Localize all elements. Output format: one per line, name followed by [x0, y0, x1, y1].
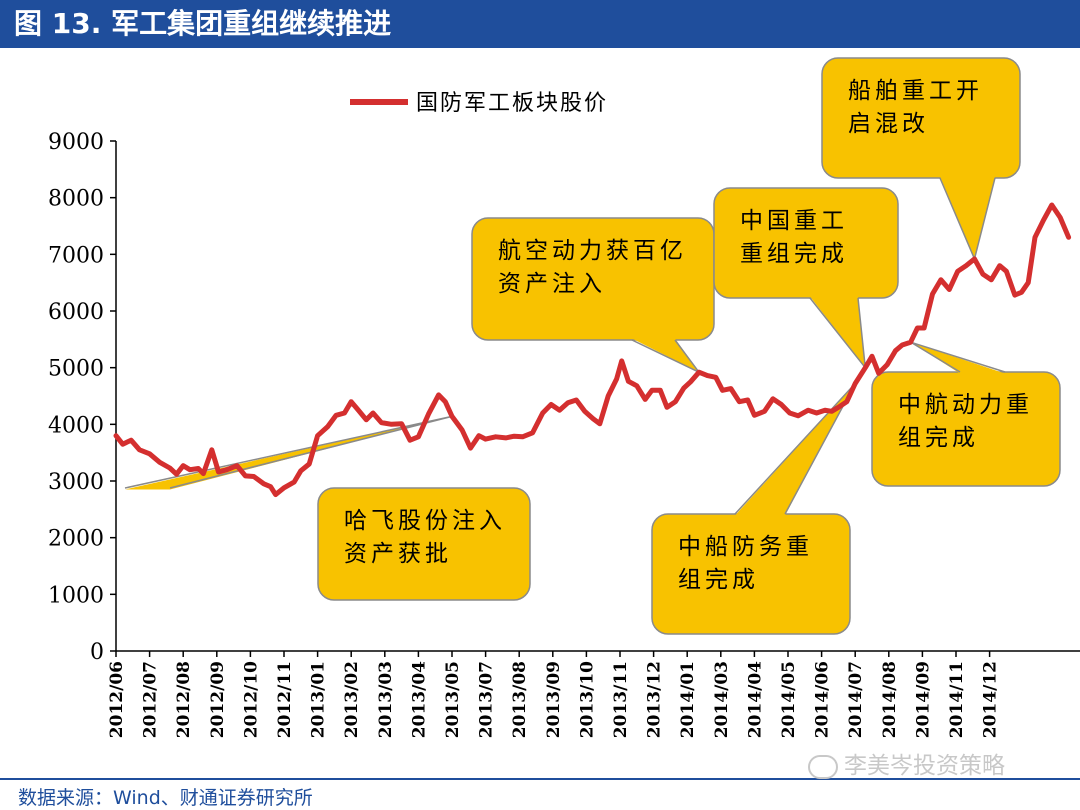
callout-pointer: [940, 176, 995, 259]
callout-pointer-outline: [734, 383, 856, 515]
callout-label: 船舶重工开: [848, 78, 983, 104]
y-tick-label: 6000: [48, 300, 104, 325]
page-title: 图 13. 军工集团重组继续推进: [14, 7, 392, 40]
y-tick-label: 8000: [48, 187, 104, 212]
axes: 0 1000 2000 3000 4000 5000 6000 7000 8000 9000 201…: [48, 130, 1080, 738]
x-tick-label: 2013/11: [611, 661, 631, 738]
source-note: 数据来源：Wind、财通证券研究所: [18, 787, 313, 809]
x-tick-label: 2014/05: [779, 661, 799, 738]
wechat-icon: [808, 754, 838, 779]
y-tick-label: 7000: [48, 243, 104, 268]
callout-label: 组完成: [898, 425, 979, 451]
chart: 0 1000 2000 3000 4000 5000 6000 7000 8000 9000 201…: [48, 57, 1080, 738]
callout-box: [713, 187, 899, 299]
x-tick-label: 2014/09: [913, 661, 933, 738]
callout-label: 中船防务重: [678, 534, 813, 560]
callout-label: 哈飞股份注入: [344, 508, 506, 534]
y-tick-label: 4000: [48, 413, 104, 438]
y-tick-label: 0: [90, 640, 104, 665]
x-tick-label: 2012/10: [241, 661, 261, 738]
y-tick-label: 9000: [48, 130, 104, 155]
x-tick-label: 2012/09: [208, 661, 228, 738]
callout-label: 资产注入: [498, 271, 606, 297]
x-tick-label: 2012/11: [275, 661, 295, 738]
y-tick-label: 3000: [48, 470, 104, 495]
x-tick-label: 2013/03: [376, 661, 396, 738]
x-tick-label: 2013/08: [510, 661, 530, 738]
x-tick-label: 2012/08: [174, 661, 194, 738]
y-tick-label: 2000: [48, 527, 104, 552]
y-tick-label: 1000: [48, 583, 104, 608]
x-tick-label: 2014/07: [846, 661, 866, 738]
callout-label: 航空动力获百亿: [498, 238, 687, 264]
watermark: 李美岑投资策略: [808, 746, 1005, 780]
x-tick-label: 2013/07: [477, 661, 497, 738]
callout-label: 资产获批: [344, 541, 452, 567]
x-tick-label: 2013/02: [342, 661, 362, 738]
x-tick-label: 2013/04: [409, 661, 429, 738]
callout-label: 组完成: [678, 567, 759, 593]
x-tick-label: 2014/06: [813, 661, 833, 738]
x-tick-label: 2014/11: [947, 661, 967, 738]
x-tick-label: 2012/07: [141, 661, 161, 738]
title-bar: 图 13. 军工集团重组继续推进: [0, 0, 1080, 48]
callout-pointer: [632, 338, 699, 373]
callout-box: [821, 57, 1021, 179]
callouts: 哈飞股份注入资产获批航空动力获百亿资产注入中船防务重组完成中国重工重组完成中航动…: [124, 57, 1061, 635]
x-tick-label: 2013/12: [645, 661, 665, 738]
x-tick-label: 2014/03: [712, 661, 732, 738]
x-tick-label: 2013/05: [443, 661, 463, 738]
callout-box: [317, 487, 531, 601]
x-tick-label: 2013/09: [544, 661, 564, 738]
series-layer: [113, 202, 1072, 498]
x-tick-label: 2014/04: [745, 661, 765, 738]
callout-label: 中航动力重: [898, 392, 1033, 418]
x-tick-label: 2013/01: [309, 661, 329, 738]
x-tick-label: 2014/12: [981, 661, 1001, 738]
watermark-label: 李美岑投资策略: [844, 753, 1005, 779]
x-tick-label: 2014/08: [880, 661, 900, 738]
callout-label: 中国重工: [740, 208, 848, 234]
y-tick-label: 5000: [48, 357, 104, 382]
callout-label: 启混改: [848, 111, 929, 137]
x-tick-label: 2013/10: [577, 661, 597, 738]
legend-label: 国防军工板块股价: [416, 91, 608, 116]
callout-label: 重组完成: [740, 241, 848, 267]
x-tick-label: 2012/06: [107, 661, 127, 738]
series-line-0: [113, 202, 1072, 498]
legend: 国防军工板块股价: [350, 91, 608, 116]
source-rule: [0, 778, 1080, 780]
x-tick-label: 2014/01: [678, 661, 698, 738]
